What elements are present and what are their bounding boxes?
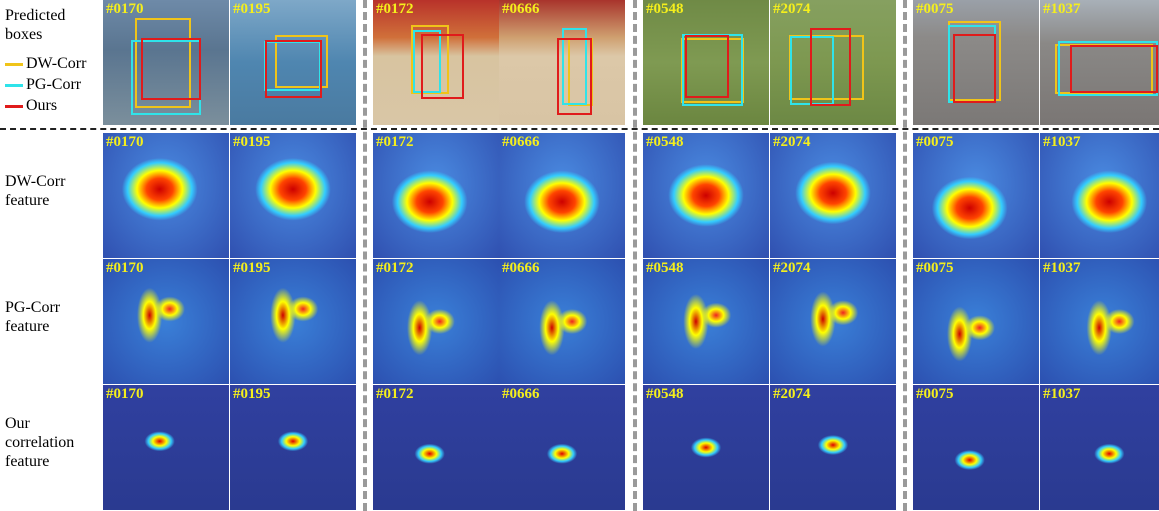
frame-label: #0195 [233, 134, 271, 151]
frame-label: #0548 [646, 134, 684, 151]
separator [903, 0, 907, 511]
image-tile: #0666 [499, 385, 625, 510]
image-tile: #0195 [230, 259, 356, 384]
legend-swatch [5, 105, 23, 108]
bounding-box [1070, 45, 1158, 93]
row-label: Predicted boxes [5, 6, 100, 44]
frame-label: #1037 [1043, 1, 1081, 18]
frame-label: #1037 [1043, 260, 1081, 277]
frame-label: #2074 [773, 1, 811, 18]
image-tile: #0548 [643, 259, 769, 384]
image-tile: #0666 [499, 133, 625, 258]
row-label: DW-Corr feature [5, 172, 100, 210]
frame-label: #0548 [646, 386, 684, 403]
image-tile: #0548 [643, 0, 769, 125]
image-tile: #0075 [913, 133, 1039, 258]
frame-label: #0666 [502, 260, 540, 277]
frame-label: #0195 [233, 1, 271, 18]
row-label: Our correlation feature [5, 414, 100, 471]
legend-item: Ours [5, 97, 57, 115]
image-tile: #0075 [913, 259, 1039, 384]
bounding-box [685, 35, 729, 98]
frame-label: #0195 [233, 260, 271, 277]
legend-label: DW-Corr [26, 55, 86, 73]
legend-swatch [5, 84, 23, 87]
legend-item: PG-Corr [5, 76, 81, 94]
frame-label: #1037 [1043, 134, 1081, 151]
frame-label: #0172 [376, 1, 414, 18]
image-tile: #0075 [913, 0, 1039, 125]
separator [633, 0, 637, 511]
image-tile: #0666 [499, 259, 625, 384]
image-tile: #0075 [913, 385, 1039, 510]
frame-label: #2074 [773, 386, 811, 403]
frame-label: #0170 [106, 260, 144, 277]
image-tile: #0548 [643, 385, 769, 510]
image-tile: #1037 [1040, 133, 1159, 258]
row-label: PG-Corr feature [5, 298, 100, 336]
image-tile: #0170 [103, 259, 229, 384]
legend-item: DW-Corr [5, 55, 86, 73]
image-tile: #1037 [1040, 0, 1159, 125]
image-tile: #0195 [230, 385, 356, 510]
image-tile: #0548 [643, 133, 769, 258]
frame-label: #0170 [106, 134, 144, 151]
image-tile: #0195 [230, 133, 356, 258]
frame-label: #0172 [376, 260, 414, 277]
image-tile: #0172 [373, 133, 499, 258]
frame-label: #0170 [106, 386, 144, 403]
image-tile: #1037 [1040, 259, 1159, 384]
frame-label: #0666 [502, 1, 540, 18]
frame-label: #0170 [106, 1, 144, 18]
legend-swatch [5, 63, 23, 66]
image-tile: #0195 [230, 0, 356, 125]
image-tile: #0172 [373, 0, 499, 125]
bounding-box [265, 40, 322, 98]
frame-label: #0075 [916, 134, 954, 151]
image-tile: #2074 [770, 385, 896, 510]
frame-label: #0075 [916, 386, 954, 403]
bounding-box [421, 34, 464, 99]
frame-label: #0172 [376, 386, 414, 403]
frame-label: #0075 [916, 260, 954, 277]
image-tile: #0172 [373, 385, 499, 510]
separator [0, 128, 1159, 130]
image-tile: #0172 [373, 259, 499, 384]
bounding-box [953, 34, 996, 103]
image-tile: #0170 [103, 133, 229, 258]
frame-label: #0172 [376, 134, 414, 151]
legend-label: Ours [26, 97, 57, 115]
image-tile: #2074 [770, 259, 896, 384]
separator [363, 0, 367, 511]
image-tile: #1037 [1040, 385, 1159, 510]
frame-label: #0666 [502, 386, 540, 403]
frame-label: #0666 [502, 134, 540, 151]
image-tile: #0666 [499, 0, 625, 125]
bounding-box [557, 38, 592, 116]
frame-label: #0195 [233, 386, 271, 403]
frame-label: #0548 [646, 260, 684, 277]
image-tile: #0170 [103, 0, 229, 125]
figure: Predicted boxes DW-Corr feature PG-Corr … [0, 0, 1159, 511]
image-tile: #0170 [103, 385, 229, 510]
frame-label: #0548 [646, 1, 684, 18]
legend-label: PG-Corr [26, 76, 81, 94]
bounding-box [810, 28, 850, 107]
frame-label: #2074 [773, 134, 811, 151]
image-tile: #2074 [770, 0, 896, 125]
frame-label: #2074 [773, 260, 811, 277]
frame-label: #1037 [1043, 386, 1081, 403]
image-tile: #2074 [770, 133, 896, 258]
frame-label: #0075 [916, 1, 954, 18]
bounding-box [141, 38, 201, 101]
